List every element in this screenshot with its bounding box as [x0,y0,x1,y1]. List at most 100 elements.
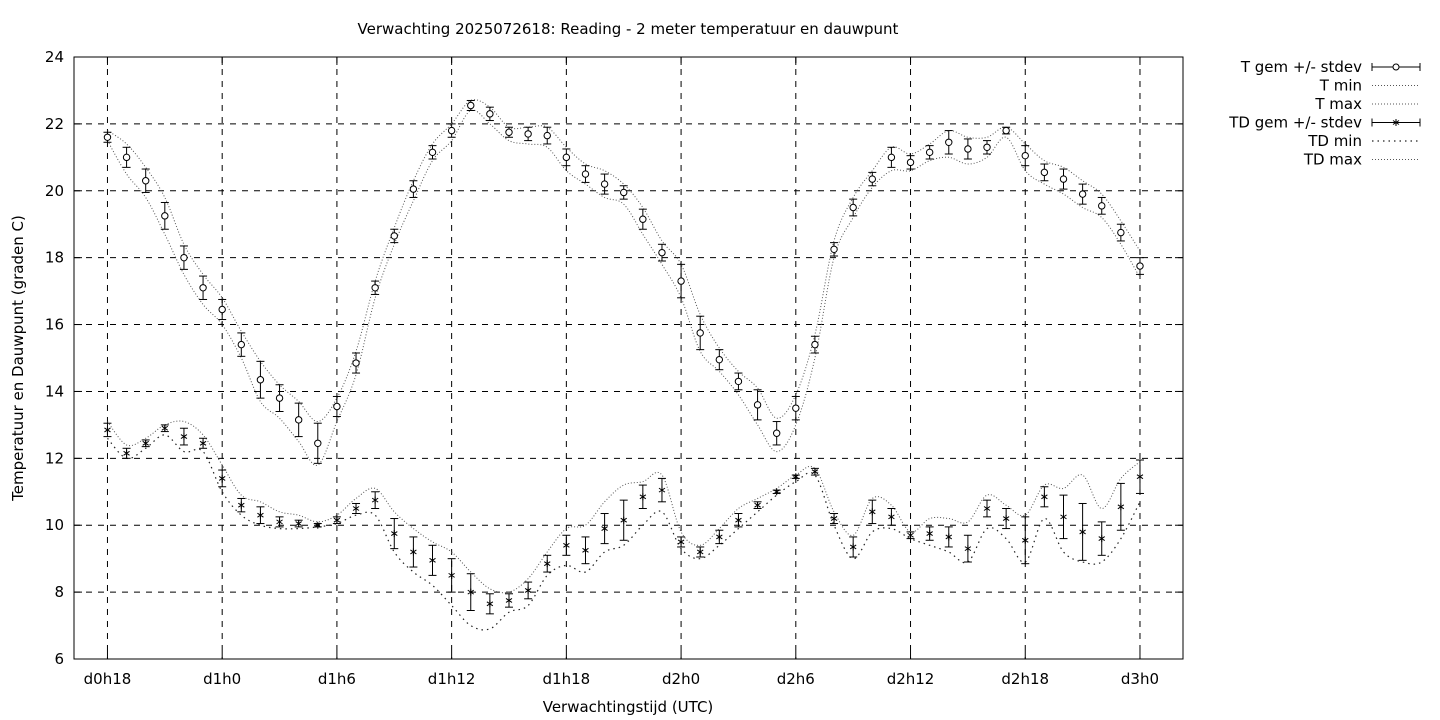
star-marker [601,525,608,533]
star-marker [792,473,800,481]
star-marker-stroke [907,532,914,538]
star-marker-stroke [773,489,780,495]
star-marker [295,520,302,528]
circle-marker [1021,151,1029,160]
x-tick-label: d1h0 [203,670,241,688]
star-marker-stroke [1060,514,1067,520]
star-marker [180,433,188,441]
star-marker [677,538,685,546]
star-marker-stroke [888,514,895,520]
star-marker [543,560,551,568]
star-marker-stroke [1079,529,1086,535]
x-tick-label: d0h18 [84,670,132,688]
star-marker [276,518,283,526]
legend-label: TD gem +/- stdev [1228,114,1362,132]
star-marker-stroke [1392,120,1400,125]
star-marker [123,449,130,457]
circle-marker [639,215,647,223]
star-marker-stroke [754,502,761,508]
circle-marker [371,284,379,292]
circle-marker [811,340,819,349]
y-tick-label: 22 [45,115,64,133]
circle-marker [447,126,456,135]
star-marker-stroke [161,425,169,431]
y-tick-label: 16 [45,316,64,334]
star-marker [161,424,169,432]
data-markers [103,101,1144,608]
star-marker [1079,528,1086,536]
star-marker [467,588,475,596]
star-marker-stroke [524,588,532,593]
star-marker [696,548,704,556]
x-tick-label: d1h6 [318,670,356,688]
circle-marker [753,401,762,409]
circle-marker [103,133,112,141]
star-marker-stroke [926,531,933,536]
star-marker-stroke [486,601,494,607]
circle-marker [218,305,226,314]
circle-marker [964,145,972,153]
star-marker-stroke [352,506,360,511]
star-marker [257,511,264,519]
star-marker-stroke [429,557,436,563]
star-marker-stroke [218,475,226,481]
circle-marker [868,175,876,183]
star-marker-stroke [716,534,723,540]
star-marker [1098,535,1106,543]
star-marker-stroke [410,549,417,555]
star-marker-stroke [142,440,149,446]
star-marker-stroke [945,534,953,540]
star-marker [1002,515,1010,523]
star-marker-stroke [1098,536,1106,542]
circle-marker [467,101,475,110]
y-tick-label: 6 [54,650,64,668]
star-marker-stroke [983,506,991,511]
star-marker-stroke [620,517,627,523]
star-marker [639,493,647,501]
circle-marker [715,355,724,364]
circle-marker [849,203,857,212]
star-marker-stroke [295,521,302,526]
circle-marker [983,143,991,152]
star-marker [563,541,570,549]
circle-marker [887,153,896,162]
series-line-t-min [107,109,1141,466]
star-marker [945,533,953,541]
x-tick-label: d2h12 [887,670,935,688]
circle-marker [256,376,265,384]
star-marker [333,516,341,524]
star-marker-stroke [180,434,188,440]
x-tick-label: d2h6 [777,670,815,688]
circle-marker [772,429,781,437]
star-marker [429,556,436,564]
star-marker-stroke [677,539,685,545]
circle-marker [945,138,953,146]
star-marker-stroke [964,546,972,552]
legend-label: TD min [1307,132,1362,150]
star-marker [888,513,895,521]
legend-label: T max [1314,95,1362,113]
star-marker [964,545,972,553]
star-marker-stroke [333,517,341,523]
star-marker [371,496,379,504]
star-marker-stroke [869,509,876,515]
circle-marker [562,153,571,162]
circle-marker [1002,126,1010,135]
legend-label: T gem +/- stdev [1240,58,1362,76]
circle-marker [1078,190,1087,198]
circle-marker [600,180,609,188]
y-tick-label: 10 [45,516,64,534]
star-marker-stroke [1002,516,1010,521]
star-marker-stroke [849,544,857,550]
grid-lines [74,57,1183,659]
star-marker-stroke [104,427,111,433]
star-marker-stroke [601,526,608,531]
circle-marker [1392,63,1400,71]
star-marker-stroke [735,517,742,523]
circle-marker [180,253,188,262]
star-marker [716,533,723,541]
star-marker-stroke [467,589,475,595]
circle-marker [677,277,685,285]
